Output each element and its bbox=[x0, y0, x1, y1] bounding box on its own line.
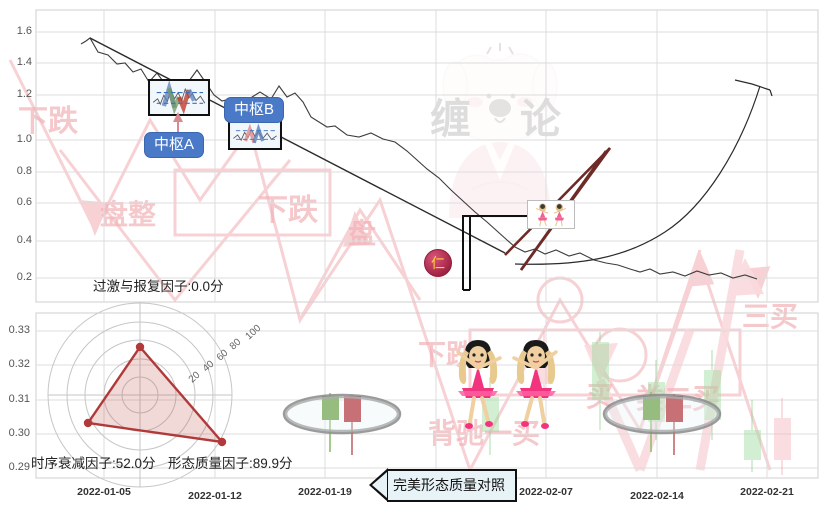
over-reaction-factor-label: 过激与报复因子:0.0分 bbox=[93, 279, 224, 294]
x-axis-tick: 2022-02-14 bbox=[630, 490, 684, 502]
y-axis-tick: 0.6 bbox=[16, 196, 32, 208]
y-axis-tick: 0.29 bbox=[8, 461, 30, 473]
y-axis-tick: 0.30 bbox=[8, 427, 30, 439]
watermark-tag: 类二买 bbox=[636, 383, 721, 414]
y-axis-tick: 0.33 bbox=[8, 324, 30, 336]
watermark-tag: 下跌 bbox=[258, 194, 318, 227]
radar-tick-label: 100 bbox=[243, 322, 264, 343]
time-decay-factor-label: 时序衰减因子:52.0分 bbox=[31, 456, 156, 471]
zhongshu-a-label[interactable]: 中枢A bbox=[144, 132, 205, 159]
shape-quality-factor-label: 形态质量因子:89.9分 bbox=[168, 456, 293, 471]
watermark-tag: 买 bbox=[586, 381, 615, 412]
dancers-thumbnail bbox=[527, 200, 575, 229]
y-axis-tick: 1.4 bbox=[16, 56, 32, 68]
watermark-tag: 三买 bbox=[742, 301, 799, 332]
zhongshu-a-box[interactable] bbox=[148, 79, 210, 116]
zhongshu-b-label[interactable]: 中枢B bbox=[224, 97, 285, 124]
x-axis-tick: 2022-02-07 bbox=[519, 486, 573, 498]
x-axis-tick: 2022-01-12 bbox=[188, 490, 242, 502]
comparison-arrow-label: 完美形态质量对照 bbox=[387, 468, 517, 502]
y-axis-tick: 1.2 bbox=[16, 88, 32, 100]
radar-tick-label: 40 bbox=[200, 358, 217, 375]
dancer-figure-right bbox=[512, 340, 558, 429]
watermark-tag: 盘 bbox=[348, 218, 377, 249]
y-axis-tick: 0.31 bbox=[8, 393, 30, 405]
brand-watermark-right: 论 bbox=[520, 96, 583, 142]
y-axis-tick: 0.32 bbox=[8, 358, 30, 370]
zhongshu-b-box[interactable] bbox=[228, 120, 282, 150]
y-axis-tick: 0.8 bbox=[16, 165, 32, 177]
x-axis-tick: 2022-02-21 bbox=[740, 486, 794, 498]
comparison-arrow-callout[interactable]: 完美形态质量对照 bbox=[369, 468, 517, 502]
x-axis-tick: 2022-01-19 bbox=[298, 486, 352, 498]
watermark-tag: 盘整 bbox=[100, 199, 157, 230]
radar-tick-label: 60 bbox=[214, 347, 231, 364]
brand-watermark-left: 缠 bbox=[430, 96, 493, 142]
x-axis-tick: 2022-01-05 bbox=[77, 486, 131, 498]
dancer-figure-left bbox=[456, 340, 502, 429]
y-axis-tick: 0.4 bbox=[16, 234, 32, 246]
arrow-head-icon bbox=[369, 468, 388, 502]
radar-tick-label: 20 bbox=[186, 369, 203, 386]
radar-tick-label: 80 bbox=[227, 336, 244, 353]
y-axis-tick: 0.2 bbox=[16, 271, 32, 283]
y-axis-tick: 1.0 bbox=[16, 133, 32, 145]
y-axis-tick: 1.6 bbox=[16, 25, 32, 37]
ren-marker-badge[interactable]: 仁 bbox=[424, 249, 452, 277]
